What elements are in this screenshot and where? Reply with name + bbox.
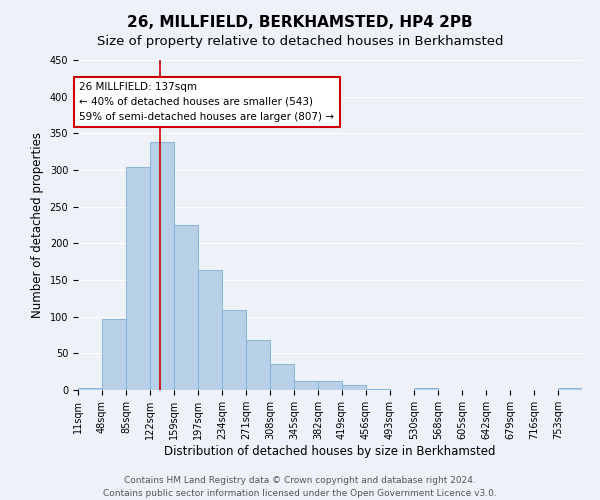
Bar	[246, 340, 270, 390]
Text: 26 MILLFIELD: 137sqm
← 40% of detached houses are smaller (543)
59% of semi-deta: 26 MILLFIELD: 137sqm ← 40% of detached h…	[79, 82, 334, 122]
Bar	[414, 388, 439, 390]
Y-axis label: Number of detached properties: Number of detached properties	[31, 132, 44, 318]
Bar	[270, 364, 294, 390]
Text: 26, MILLFIELD, BERKHAMSTED, HP4 2PB: 26, MILLFIELD, BERKHAMSTED, HP4 2PB	[127, 15, 473, 30]
Bar	[174, 225, 199, 390]
Bar	[150, 142, 174, 390]
Bar	[558, 388, 582, 390]
Bar	[222, 310, 246, 390]
Bar	[318, 381, 342, 390]
Bar	[199, 270, 222, 390]
Bar	[102, 319, 126, 390]
Bar	[126, 167, 150, 390]
Text: Size of property relative to detached houses in Berkhamsted: Size of property relative to detached ho…	[97, 35, 503, 48]
Text: Contains HM Land Registry data © Crown copyright and database right 2024.
Contai: Contains HM Land Registry data © Crown c…	[103, 476, 497, 498]
Bar	[78, 388, 102, 390]
X-axis label: Distribution of detached houses by size in Berkhamsted: Distribution of detached houses by size …	[164, 444, 496, 458]
Bar	[294, 381, 318, 390]
Bar	[342, 385, 366, 390]
